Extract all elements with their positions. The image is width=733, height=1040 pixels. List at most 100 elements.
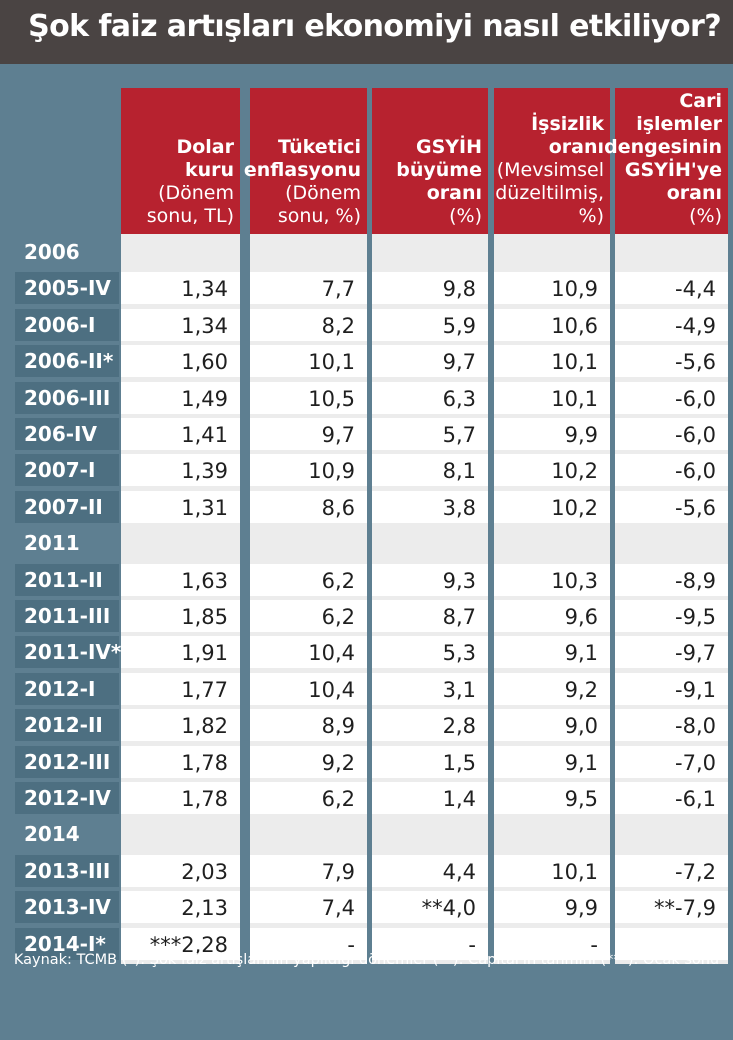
table-row: 2011-III 1,85 6,2 8,7 9,6 -9,5 <box>15 600 733 632</box>
column-header-unit: sonu, TL) <box>146 205 234 227</box>
table-cell: 8,9 <box>250 709 367 742</box>
data-table: Dolar kuru (Dönem sonu, TL) Tüketici enflasy… <box>0 64 733 1040</box>
table-cell: 10,1 <box>494 381 610 414</box>
table-cell: 4,4 <box>372 854 488 887</box>
table-cell: 1,82 <box>121 709 240 742</box>
column-header: İşsizlik oranı (Mevsimsel düzeltilmiş,%) <box>494 88 610 234</box>
table-row: 2013-IV 2,13 7,4 **4,0 9,9 **-7,9 <box>15 891 733 924</box>
table-cell: - <box>494 927 610 960</box>
table-cell: ***2,28 <box>121 927 240 960</box>
table-cell: -6,1 <box>615 782 728 814</box>
table-cell: 9,9 <box>494 891 610 924</box>
year-group-row: 2011 <box>15 527 733 560</box>
table-cell <box>372 236 488 268</box>
column-header-unit: (%) <box>449 205 482 227</box>
table-row: 2005-IV 1,34 7,7 9,8 10,9 -4,4 <box>15 272 733 305</box>
table-cell: 10,6 <box>494 308 610 341</box>
period-label: 2005-IV <box>15 272 119 305</box>
table-cell: 10,1 <box>250 345 367 378</box>
table-cell <box>250 527 367 560</box>
title-bar: Şok faiz artışları ekonomiyi nasıl etkil… <box>0 0 733 64</box>
period-label: 2014-I* <box>15 927 119 960</box>
period-label: 2011-III <box>15 600 119 632</box>
table-row: 2012-II 1,82 8,9 2,8 9,0 -8,0 <box>15 709 733 742</box>
period-label: 206-IV <box>15 418 119 450</box>
table-cell: 1,5 <box>372 745 488 778</box>
column-header-unit: (Dönem <box>158 182 234 204</box>
table-cell: 10,9 <box>250 454 367 487</box>
table-cell: 3,8 <box>372 490 488 523</box>
table-cell: -5,6 <box>615 490 728 523</box>
table-row: 2011-IV* 1,91 10,4 5,3 9,1 -9,7 <box>15 636 733 669</box>
table-row: 2012-IV 1,78 6,2 1,4 9,5 -6,1 <box>15 782 733 814</box>
column-header-title: büyüme <box>396 159 482 181</box>
column-header-title: GSYİH'ye <box>624 159 722 181</box>
table-cell: -6,0 <box>615 418 728 450</box>
table-cell: 10,2 <box>494 454 610 487</box>
table-cell: 3,1 <box>372 672 488 705</box>
table-cell: 1,77 <box>121 672 240 705</box>
table-cell: - <box>372 927 488 960</box>
period-label: 2006-II* <box>15 345 119 378</box>
table-cell: 10,1 <box>494 345 610 378</box>
table-cell <box>121 818 240 851</box>
period-label: 2011-IV* <box>15 636 121 669</box>
table-cell: 10,4 <box>250 636 367 669</box>
table-cell: 1,78 <box>121 745 240 778</box>
table-cell: - <box>250 927 367 960</box>
table-cell: 10,4 <box>250 672 367 705</box>
table-row: 2006-II* 1,60 10,1 9,7 10,1 -5,6 <box>15 345 733 378</box>
table-cell: 9,6 <box>494 600 610 632</box>
table-row: 2011-II 1,63 6,2 9,3 10,3 -8,9 <box>15 563 733 596</box>
table-cell: 2,8 <box>372 709 488 742</box>
table-cell: 1,60 <box>121 345 240 378</box>
table-cell: 9,1 <box>494 745 610 778</box>
table-cell: 10,1 <box>494 854 610 887</box>
table-cell: -7,0 <box>615 745 728 778</box>
column-header-unit: (Mevsimsel <box>496 159 604 181</box>
table-cell: -4,9 <box>615 308 728 341</box>
table-cell: 9,1 <box>494 636 610 669</box>
column-background <box>615 88 728 964</box>
column-header-title: Tüketici <box>277 136 361 158</box>
table-cell: 6,2 <box>250 600 367 632</box>
column-header-title: oranı <box>548 136 604 158</box>
table-cell: 2,03 <box>121 854 240 887</box>
period-label: 2012-I <box>15 672 119 705</box>
table-cell: **4,0 <box>372 891 488 924</box>
column-header: Dolar kuru (Dönem sonu, TL) <box>121 88 240 234</box>
table-cell: 10,5 <box>250 381 367 414</box>
table-cell <box>494 818 610 851</box>
table-cell: -8,0 <box>615 709 728 742</box>
table-cell: 1,85 <box>121 600 240 632</box>
column-background <box>250 88 367 964</box>
table-cell: 9,3 <box>372 563 488 596</box>
column-header-unit: %) <box>578 205 604 227</box>
table-cell: 1,34 <box>121 272 240 305</box>
table-row: 2013-III 2,03 7,9 4,4 10,1 -7,2 <box>15 854 733 887</box>
column-header-title: oranı <box>426 182 482 204</box>
column-header-title: enflasyonu <box>243 159 361 181</box>
table-cell: 5,9 <box>372 308 488 341</box>
table-cell: -6,0 <box>615 454 728 487</box>
table-cell: 9,5 <box>494 782 610 814</box>
column-header: GSYİH büyüme oranı (%) <box>372 88 488 234</box>
table-cell: 1,31 <box>121 490 240 523</box>
table-cell <box>372 818 488 851</box>
column-header-unit: düzeltilmiş, <box>495 182 604 204</box>
period-label: 2012-II <box>15 709 119 742</box>
table-cell: 1,63 <box>121 563 240 596</box>
column-header-title: dengesinin <box>604 136 722 158</box>
table-cell <box>615 527 728 560</box>
table-cell: 1,91 <box>121 636 240 669</box>
period-label: 2006-III <box>15 381 119 414</box>
table-cell <box>615 818 728 851</box>
table-cell: 1,34 <box>121 308 240 341</box>
table-cell: -4,4 <box>615 272 728 305</box>
table-cell: 9,0 <box>494 709 610 742</box>
column-header-title: İşsizlik <box>531 113 604 135</box>
table-cell <box>121 236 240 268</box>
column-background <box>372 88 488 964</box>
table-cell: 7,9 <box>250 854 367 887</box>
table-cell: 1,78 <box>121 782 240 814</box>
